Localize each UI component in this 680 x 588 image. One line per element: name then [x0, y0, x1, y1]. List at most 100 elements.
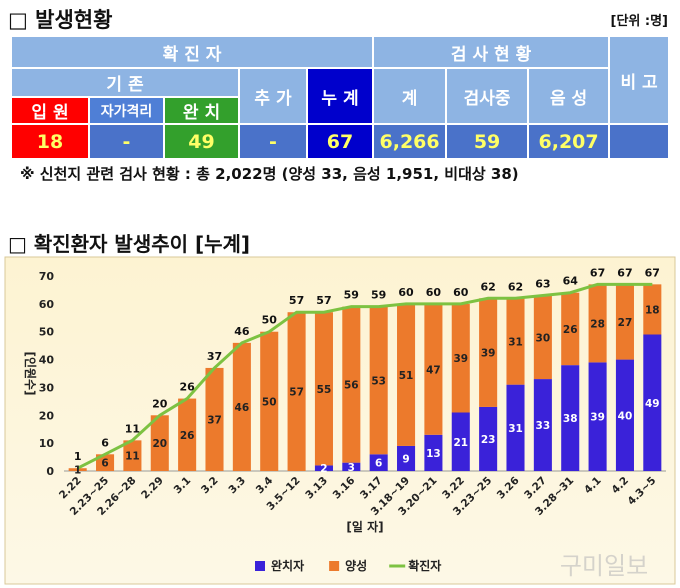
bar-label: 30	[536, 332, 551, 344]
total-label: 63	[535, 278, 550, 291]
total-label: 67	[617, 266, 632, 279]
bar-segment	[150, 415, 169, 471]
total-label: 57	[316, 294, 331, 307]
legend-label: 확진자	[408, 558, 441, 573]
bar-label: 6	[375, 458, 382, 470]
bar-label: 56	[344, 380, 359, 392]
total-label: 67	[645, 266, 660, 279]
line	[77, 282, 653, 470]
header-cell: 검 사 현 황	[372, 35, 611, 69]
total-label: 59	[344, 289, 359, 302]
total-label: 64	[563, 275, 579, 288]
section-title: □ 확진환자 발생추이 [누계]	[8, 232, 251, 256]
bar-label: 18	[645, 304, 660, 316]
bar-segment	[506, 384, 525, 471]
bar-label: 2	[320, 463, 327, 475]
unit: [단위 :명]	[610, 14, 669, 29]
header-cell: 추 가	[238, 67, 308, 125]
total-label: 46	[234, 325, 250, 338]
header-cell: 기 존	[10, 67, 240, 98]
bar-segment	[369, 454, 388, 471]
legend-label: 양성	[345, 558, 367, 573]
bar-segment	[561, 365, 580, 471]
y-tick-label: 60	[39, 298, 55, 311]
total-label: 6	[101, 436, 109, 449]
bar-segment	[588, 284, 607, 363]
bar-segment	[96, 454, 115, 471]
bar-label: 57	[289, 387, 304, 399]
bar-segment	[479, 298, 498, 407]
bar-segment	[424, 303, 443, 435]
bar-label: 33	[536, 420, 551, 432]
header-cell: 비 고	[608, 35, 671, 125]
bar-segment	[479, 406, 498, 471]
bar-segment	[342, 462, 361, 471]
value-cell: 6,207	[527, 123, 611, 160]
total-label: 37	[207, 350, 222, 363]
total-label: 1	[74, 450, 82, 463]
bar-segment	[178, 398, 197, 471]
bar-segment	[643, 284, 662, 335]
bar-label: 38	[563, 413, 578, 425]
bar-label: 31	[508, 336, 523, 348]
value-cell: -	[238, 123, 308, 160]
header-cell: 계	[372, 67, 448, 125]
bar-segment	[342, 306, 361, 463]
bar-label: 9	[402, 453, 409, 465]
bar-label: 11	[125, 451, 140, 463]
value-cell: -	[88, 123, 165, 160]
y-tick-label: 50	[39, 326, 55, 339]
header-cell: 자가격리	[88, 96, 165, 125]
bar-label: 31	[508, 423, 523, 435]
watermark: 구미일보	[560, 552, 648, 580]
bar-label: 27	[618, 317, 633, 329]
header-cell: 누 계	[305, 67, 375, 125]
y-tick-label: 70	[39, 270, 55, 283]
bar-segment	[205, 367, 224, 471]
bar-label: 26	[563, 324, 578, 336]
bar-label: 1	[74, 465, 81, 477]
bar-label: 39	[481, 348, 496, 360]
value-cell: 18	[10, 123, 90, 160]
title: □ 발생현황	[8, 8, 113, 32]
bar-segment	[314, 312, 333, 466]
bar-label: 23	[481, 434, 496, 446]
legend-swatch	[329, 561, 340, 571]
bar-segment	[314, 465, 333, 471]
bar-label: 3	[348, 462, 355, 474]
bar-segment	[68, 468, 87, 471]
bar-segment	[369, 306, 388, 455]
value-cell: 6,266	[372, 123, 448, 160]
total-label: 59	[371, 289, 386, 302]
status-table: 확 진 자 검 사 현 황 비 고 기 존 추 가 누 계 계 검사중 음 성 …	[9, 35, 671, 160]
bar-label: 40	[618, 410, 633, 422]
header-cell: 입 원	[10, 96, 90, 125]
note: ※ 신천지 관련 검사 현황 : 총 2,022명 (양성 33, 음성 1,9…	[20, 165, 519, 183]
bar-label: 39	[453, 353, 468, 365]
legend-label: 완치자	[271, 558, 304, 573]
header-cell: 확 진 자	[9, 35, 375, 69]
total-label: 26	[179, 381, 195, 394]
total-label: 57	[289, 294, 304, 307]
y-tick-label: 40	[39, 354, 55, 367]
legend-swatch	[255, 561, 265, 571]
bar-label: 21	[453, 437, 468, 449]
total-label: 50	[262, 314, 278, 327]
total-label: 11	[125, 422, 140, 435]
total-label: 67	[590, 266, 605, 279]
bar-segment	[643, 334, 662, 471]
bar-label: 39	[590, 412, 605, 424]
header-cell: 음 성	[527, 67, 611, 125]
bar-label: 51	[399, 370, 414, 382]
bar-label: 53	[371, 375, 386, 387]
bar-segment	[232, 342, 251, 471]
bar-segment	[397, 445, 416, 471]
bar-segment	[260, 331, 279, 471]
value-cell: 49	[163, 123, 240, 160]
bar-segment	[533, 295, 552, 380]
bar-segment	[561, 292, 580, 366]
value-cell: 59	[445, 123, 530, 160]
bar-label: 26	[180, 430, 195, 442]
